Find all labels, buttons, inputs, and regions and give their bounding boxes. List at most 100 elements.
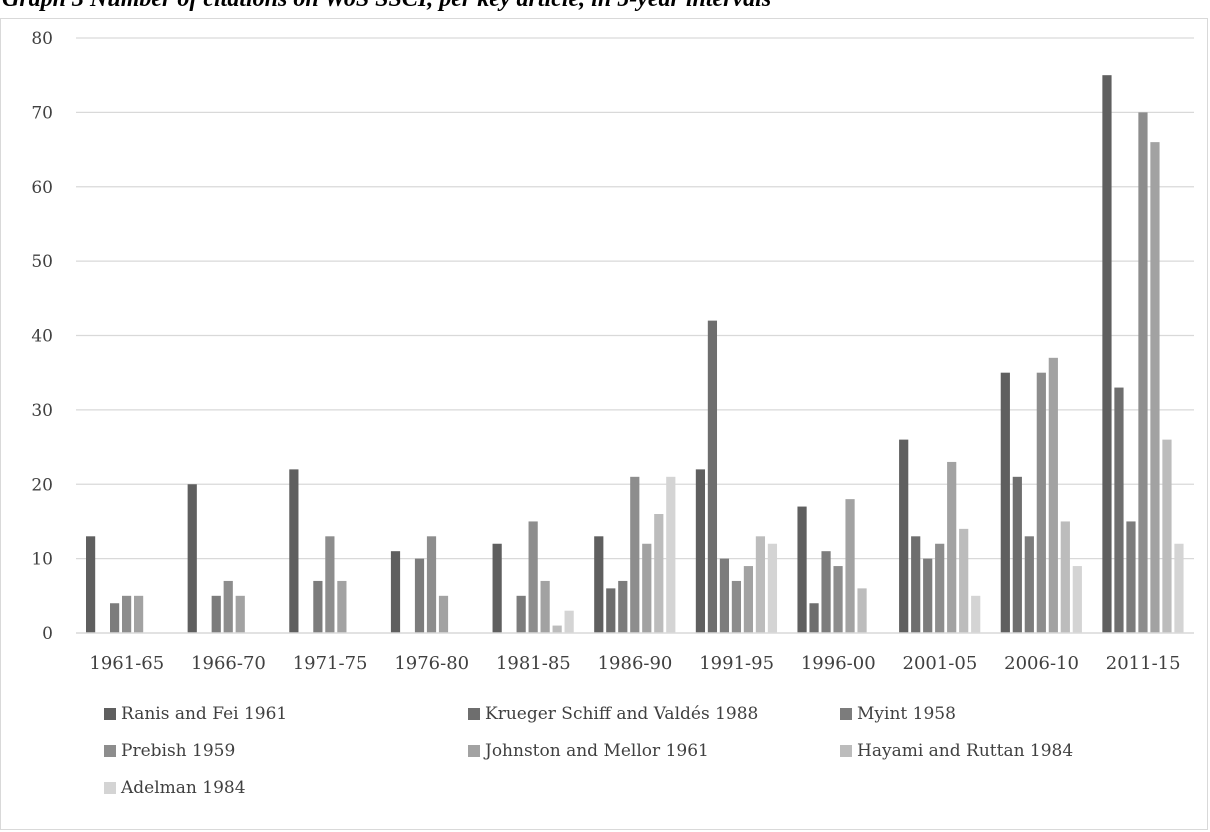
bars (86, 75, 1184, 633)
bar (122, 595, 132, 633)
legend-swatch (104, 745, 116, 757)
x-tick-label: 2001-05 (903, 653, 978, 674)
legend-swatch (468, 708, 480, 720)
y-tick-label: 20 (31, 475, 53, 495)
bar (1138, 112, 1148, 633)
bar (743, 566, 754, 633)
x-tick-label: 1971-75 (293, 653, 368, 674)
bar (540, 580, 550, 633)
bar (110, 603, 120, 633)
bar (492, 543, 502, 633)
chart-title: Graph 3 Number of citations on WoS SSCI,… (2, 0, 771, 13)
legend-swatch (104, 708, 116, 720)
bar (666, 476, 676, 633)
legend-item: Johnston and Mellor 1961 (468, 741, 709, 761)
bar (1102, 75, 1112, 633)
bar (235, 595, 245, 633)
legend-label: Hayami and Ruttan 1984 (857, 741, 1074, 761)
bar (719, 558, 730, 633)
y-tick-label: 70 (31, 103, 53, 123)
bar (899, 439, 909, 633)
bar (223, 580, 233, 633)
bar (289, 469, 299, 633)
y-tick-label: 10 (31, 550, 53, 570)
chart-frame (0, 18, 1208, 830)
bar (516, 595, 526, 633)
legend-item: Ranis and Fei 1961 (104, 704, 287, 724)
bar (1072, 566, 1082, 633)
y-tick-label: 50 (31, 252, 53, 272)
legend-label: Krueger Schiff and Valdés 1988 (485, 704, 759, 724)
y-tick-label: 60 (31, 178, 53, 198)
x-tick-label: 1986-90 (598, 653, 673, 674)
bar (833, 566, 843, 633)
y-tick-label: 80 (31, 29, 53, 49)
bar (630, 476, 640, 633)
x-tick-label: 1966-70 (191, 653, 266, 674)
bar (211, 595, 221, 633)
bar (134, 595, 144, 633)
bar (959, 528, 969, 633)
bar (695, 469, 706, 633)
bar (1012, 476, 1022, 633)
legend-item: Adelman 1984 (104, 778, 246, 798)
x-tick-label: 2011-15 (1106, 653, 1181, 674)
bar (438, 595, 449, 633)
legend-label: Prebish 1959 (121, 741, 236, 761)
legend-item: Prebish 1959 (104, 741, 235, 761)
bar (971, 595, 981, 633)
x-tick-label: 1991-95 (699, 653, 774, 674)
bar (947, 461, 957, 633)
y-tick-label: 40 (31, 327, 53, 347)
bar (731, 580, 742, 633)
legend-swatch (468, 745, 480, 757)
legend-swatch (104, 782, 116, 794)
bar (187, 484, 197, 633)
bar (528, 521, 538, 633)
bar (325, 536, 335, 633)
legend-label: Ranis and Fei 1961 (121, 704, 288, 724)
bar (1114, 387, 1124, 633)
bar (1174, 543, 1184, 633)
bar (642, 543, 652, 633)
legend-item: Krueger Schiff and Valdés 1988 (468, 704, 758, 724)
bar (618, 580, 628, 633)
bar (313, 580, 323, 633)
bar (1000, 372, 1010, 633)
bar (935, 543, 945, 633)
legend-item: Myint 1958 (840, 704, 956, 724)
bar (845, 499, 855, 633)
bar (1024, 536, 1034, 633)
legend: Ranis and Fei 1961 Krueger Schiff and Val… (104, 704, 1194, 824)
legend-swatch (840, 745, 852, 757)
y-tick-label: 0 (42, 624, 53, 644)
bar (414, 558, 425, 633)
bar (857, 588, 867, 633)
x-tick-label: 1976-80 (394, 653, 469, 674)
y-axis-ticks: 0 10 20 30 40 50 60 70 80 (31, 29, 53, 644)
bar (809, 603, 819, 633)
y-tick-label: 30 (31, 401, 53, 421)
bar (1126, 521, 1136, 633)
bar (1150, 142, 1160, 633)
x-tick-label: 1961-65 (89, 653, 164, 674)
bar (564, 610, 574, 633)
bar (1162, 439, 1172, 633)
bar (767, 543, 778, 633)
bar (797, 506, 807, 633)
bar (654, 514, 664, 633)
x-axis-ticks: 1961-65 1966-70 1971-75 1976-80 1981-85 1986-… (89, 653, 1180, 674)
bar (86, 536, 96, 633)
bar (606, 588, 616, 633)
bar (1036, 372, 1046, 633)
x-tick-label: 1981-85 (496, 653, 571, 674)
bar (707, 320, 718, 633)
legend-label: Johnston and Mellor 1961 (485, 741, 709, 761)
x-tick-label: 1996-00 (801, 653, 876, 674)
bar (426, 536, 437, 633)
bar (1060, 521, 1070, 633)
bar (821, 551, 831, 633)
bar (594, 536, 604, 633)
legend-item: Hayami and Ruttan 1984 (840, 741, 1073, 761)
